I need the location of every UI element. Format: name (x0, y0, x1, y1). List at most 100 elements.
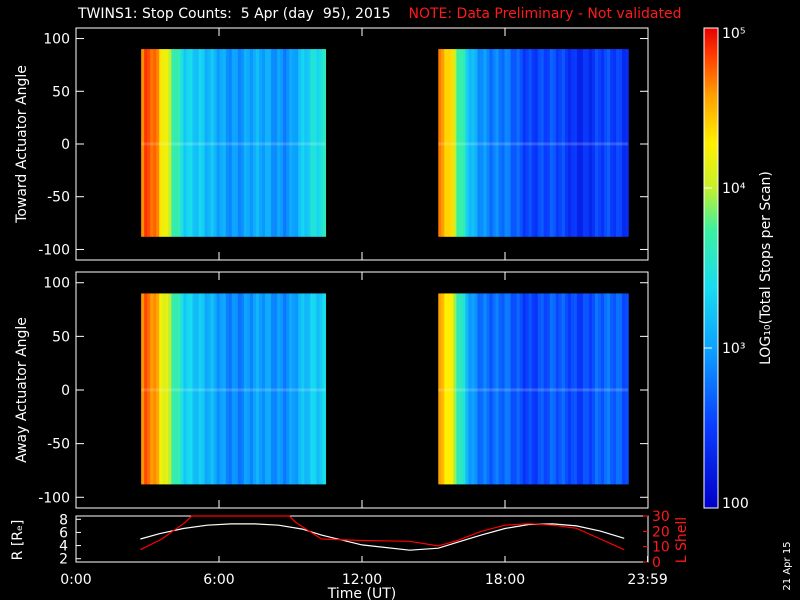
lshell-tick-label: 30 (652, 509, 670, 525)
heatmap-column (304, 293, 308, 485)
colorbar-tick-label: 10³ (722, 341, 745, 357)
heatmap-column (480, 49, 485, 237)
heatmap-column (498, 49, 503, 237)
heatmap-column (159, 293, 163, 485)
heatmap-column (180, 293, 185, 485)
heatmap-column (531, 49, 536, 237)
heatmap-column (292, 49, 296, 237)
heatmap-column (447, 49, 451, 237)
orbit-right-ylabel: L Shell (674, 517, 690, 563)
heatmap-column (519, 49, 524, 237)
heatmap-column (174, 49, 178, 237)
heatmap-column (304, 49, 308, 237)
heatmap-column (156, 293, 160, 485)
heatmap-column (579, 293, 584, 485)
heatmap-column (249, 293, 254, 485)
ytick-label: 0 (61, 137, 70, 153)
heatmap-column (552, 293, 557, 485)
heatmap-column (534, 293, 539, 485)
heatmap-column (189, 49, 194, 237)
heatmap-column (159, 49, 163, 237)
heatmap-column (265, 49, 269, 237)
heatmap-column (204, 49, 209, 237)
away-ylabel: Away Actuator Angle (14, 317, 30, 463)
time-tick-label: 12:00 (342, 572, 382, 588)
heatmap-column (252, 293, 257, 485)
heatmap-column (447, 293, 451, 485)
heatmap-column (141, 293, 145, 485)
heatmap-column (174, 293, 178, 485)
ytick-label: -100 (38, 242, 70, 258)
heatmap-column (564, 293, 569, 485)
heatmap-column (504, 49, 509, 237)
heatmap-column (252, 49, 257, 237)
heatmap-column (543, 49, 548, 237)
heatmap-column (322, 49, 327, 237)
heatmap-column (558, 49, 563, 237)
heatmap-column (222, 49, 227, 237)
heatmap-column (613, 49, 617, 237)
heatmap-column (292, 293, 296, 485)
heatmap-column (616, 293, 620, 485)
data-block-2 (438, 49, 629, 237)
heatmap-column (564, 49, 569, 237)
heatmap-column (301, 293, 305, 485)
heatmap-column (492, 49, 497, 237)
heatmap-column (610, 293, 614, 485)
ytick-label: -50 (47, 437, 70, 453)
ytick-label: 50 (52, 329, 70, 345)
heatmap-column (183, 293, 188, 485)
heatmap-column (216, 49, 221, 237)
footer-date: 21 Apr 15 (782, 541, 793, 590)
heatmap-column (510, 49, 515, 237)
heatmap-column (607, 49, 611, 237)
heatmap-column (522, 49, 527, 237)
orbit-xlabel: Time (UT) (327, 586, 396, 600)
heatmap-column (625, 293, 629, 485)
heatmap-column (240, 293, 245, 485)
heatmap-column (474, 293, 479, 485)
heatmap-column (255, 49, 260, 237)
heatmap-column (453, 49, 457, 237)
ytick-label: 100 (43, 32, 70, 48)
zero-angle-band (438, 388, 629, 392)
heatmap-column (585, 49, 590, 237)
heatmap-column (225, 49, 230, 237)
lshell-tick-label: 0 (652, 555, 661, 571)
heatmap-column (471, 293, 476, 485)
heatmap-column (549, 49, 554, 237)
colorbar-tick-label: 10⁴ (722, 181, 746, 197)
heatmap-column (513, 293, 518, 485)
heatmap-column (265, 293, 269, 485)
heatmap-column (510, 293, 515, 485)
heatmap-column (322, 293, 327, 485)
heatmap-column (201, 293, 206, 485)
heatmap-column (579, 49, 584, 237)
heatmap-column (438, 49, 442, 237)
heatmap-column (168, 293, 172, 485)
heatmap-column (582, 49, 587, 237)
toward-panel: 100 50 0 -50 -100 Toward Actuator Angle (14, 27, 649, 261)
heatmap-column (183, 49, 188, 237)
heatmap-column (507, 293, 512, 485)
heatmap-column (186, 293, 191, 485)
heatmap-column (213, 49, 218, 237)
heatmap-column (610, 49, 614, 237)
heatmap-column (483, 49, 488, 237)
heatmap-column (234, 293, 239, 485)
heatmap-column (567, 49, 572, 237)
heatmap-column (198, 293, 203, 485)
heatmap-column (474, 49, 479, 237)
heatmap-column (198, 49, 203, 237)
heatmap-column (582, 293, 587, 485)
data-block-2 (438, 293, 629, 485)
heatmap-column (310, 49, 314, 237)
lshell-tick-label: 20 (652, 524, 670, 540)
r-tick-label: 8 (59, 512, 68, 528)
heatmap-column (249, 49, 254, 237)
heatmap-column (262, 293, 266, 485)
heatmap-column (498, 293, 503, 485)
heatmap-column (561, 293, 566, 485)
time-tick-label: 0:00 (60, 572, 91, 588)
